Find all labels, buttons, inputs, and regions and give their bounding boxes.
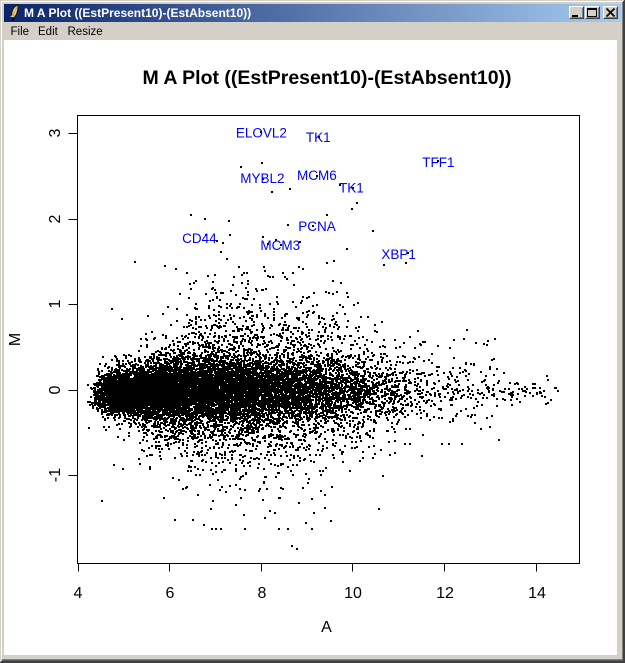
svg-text:TFF1: TFF1 xyxy=(422,155,454,170)
svg-text:M: M xyxy=(7,333,24,346)
svg-text:ELOVL2: ELOVL2 xyxy=(236,126,287,141)
svg-text:MYBL2: MYBL2 xyxy=(240,171,284,186)
svg-text:12: 12 xyxy=(436,585,454,602)
svg-text:TK1: TK1 xyxy=(306,130,331,145)
svg-text:CD44: CD44 xyxy=(182,231,217,246)
svg-text:PCNA: PCNA xyxy=(298,219,336,234)
svg-text:MCM3: MCM3 xyxy=(260,238,300,253)
svg-text:14: 14 xyxy=(528,585,546,602)
svg-text:3: 3 xyxy=(47,128,64,137)
svg-text:M A Plot ((EstPresent10)-(EstA: M A Plot ((EstPresent10)-(EstAbsent10)) xyxy=(142,67,511,89)
svg-text:0: 0 xyxy=(47,385,64,394)
svg-text:10: 10 xyxy=(344,585,362,602)
svg-text:1: 1 xyxy=(47,299,64,308)
svg-text:MCM6: MCM6 xyxy=(297,168,337,183)
svg-text:-1: -1 xyxy=(47,468,64,482)
svg-text:A: A xyxy=(321,619,332,636)
svg-text:4: 4 xyxy=(74,585,83,602)
svg-text:TK1: TK1 xyxy=(339,181,364,196)
svg-text:XBP1: XBP1 xyxy=(381,247,416,262)
svg-text:8: 8 xyxy=(258,585,267,602)
svg-text:2: 2 xyxy=(47,214,64,223)
svg-text:6: 6 xyxy=(166,585,175,602)
